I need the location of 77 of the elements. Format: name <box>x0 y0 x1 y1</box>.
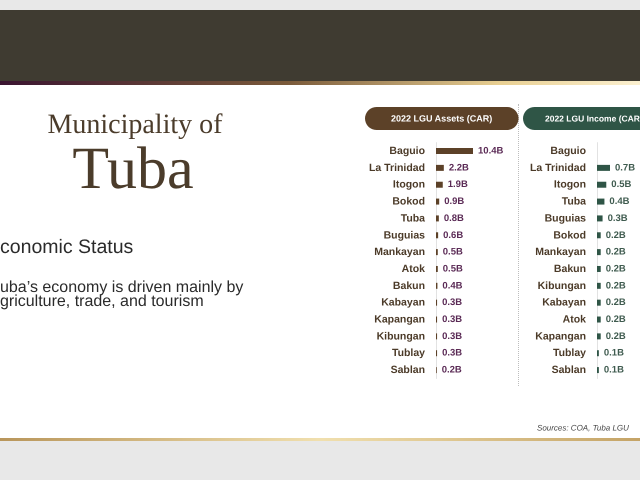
y-tick-label: Bokod <box>392 196 425 208</box>
y-tick-label: Bakun <box>554 262 586 275</box>
data-label: 0.3B <box>442 330 462 342</box>
chart-title: 2022 LGU Income (CAR <box>545 114 640 124</box>
bar <box>597 164 610 171</box>
bar <box>597 232 601 238</box>
data-label: 0.2B <box>442 364 462 376</box>
data-label: 0.3B <box>608 212 628 224</box>
data-label: 0.8B <box>444 212 464 224</box>
y-tick-label: La Trinidad <box>368 162 425 174</box>
data-label: 0.4B <box>442 280 463 292</box>
data-label: 0.2B <box>606 314 626 326</box>
data-label: 2.2B <box>448 162 470 174</box>
y-tick-label: Tuba <box>562 196 586 208</box>
y-tick-label: Sablan <box>390 364 425 376</box>
data-label: 0.2B <box>606 280 626 292</box>
y-tick-label: Kibungan <box>538 280 586 292</box>
data-label: 0.5B <box>442 263 463 274</box>
bar <box>597 316 601 323</box>
y-tick-label: La Trinidad <box>530 162 586 174</box>
source-note: Sources: COA, Tuba LGU <box>537 424 630 432</box>
bar <box>597 198 604 205</box>
y-tick-label: Bakun <box>392 280 425 292</box>
data-label: 0.5B <box>611 179 632 190</box>
data-label: 0.5B <box>442 246 463 258</box>
data-label: 0.7B <box>615 162 636 174</box>
bar <box>436 164 444 171</box>
data-label: 10.4B <box>478 146 504 157</box>
bar <box>436 182 443 188</box>
text: uba’s economy is driven mainly by griculture, trade, and tourism <box>0 279 244 310</box>
bar <box>597 300 601 306</box>
y-tick-label: Tublay <box>392 347 426 360</box>
bar <box>436 215 439 222</box>
bar <box>597 266 601 272</box>
y-tick-label: Itogon <box>554 178 586 191</box>
chart-title: 2022 LGU Assets (CAR) <box>391 114 492 124</box>
y-tick-label: Itogon <box>392 178 425 191</box>
data-label: 0.9B <box>444 196 464 208</box>
y-tick-label: Kibungan <box>376 330 425 342</box>
y-tick-label: Kabayan <box>381 296 425 309</box>
y-tick-label: Baguio <box>550 145 586 158</box>
data-label: 0.2B <box>606 230 626 241</box>
bar <box>597 282 601 289</box>
data-label: 1.9B <box>448 179 468 190</box>
y-tick-label: Tuba <box>400 212 426 224</box>
y-tick-label: Atok <box>562 314 586 326</box>
bar <box>436 148 473 154</box>
data-label: 0.2B <box>606 297 626 308</box>
y-tick-label: Tublay <box>552 347 586 360</box>
data-label: 0.3B <box>442 348 462 359</box>
data-label: 0.6B <box>443 230 464 241</box>
y-tick-label: Kapangan <box>535 330 586 342</box>
y-tick-label: Baguio <box>389 145 425 158</box>
y-tick-label: Mankayan <box>374 246 425 258</box>
data-label: 0.2B <box>606 330 626 342</box>
y-tick-label: Buguias <box>544 212 586 224</box>
bar <box>597 215 603 222</box>
bar <box>597 249 601 256</box>
data-label: 0.3B <box>442 297 462 308</box>
y-tick-label: Kabayan <box>542 296 586 309</box>
data-label: 0.2B <box>606 246 626 258</box>
y-tick-label: Mankayan <box>535 246 586 258</box>
y-tick-label: Kapangan <box>374 314 425 326</box>
y-tick-label: Buguias <box>384 229 426 242</box>
y-tick-label: Bokod <box>553 229 586 242</box>
data-label: 0.4B <box>609 196 630 208</box>
bar <box>597 182 606 188</box>
y-tick-label: Sablan <box>552 364 586 376</box>
data-label: 0.2B <box>606 263 626 274</box>
text: conomic Status <box>0 236 134 259</box>
data-label: 0.1B <box>604 348 624 359</box>
data-label: 0.1B <box>604 364 624 376</box>
data-label: 0.3B <box>442 314 462 326</box>
bar <box>597 333 601 340</box>
text: Municipality of <box>46 109 224 141</box>
y-tick-label: Atok <box>402 262 426 275</box>
bar <box>436 198 440 205</box>
